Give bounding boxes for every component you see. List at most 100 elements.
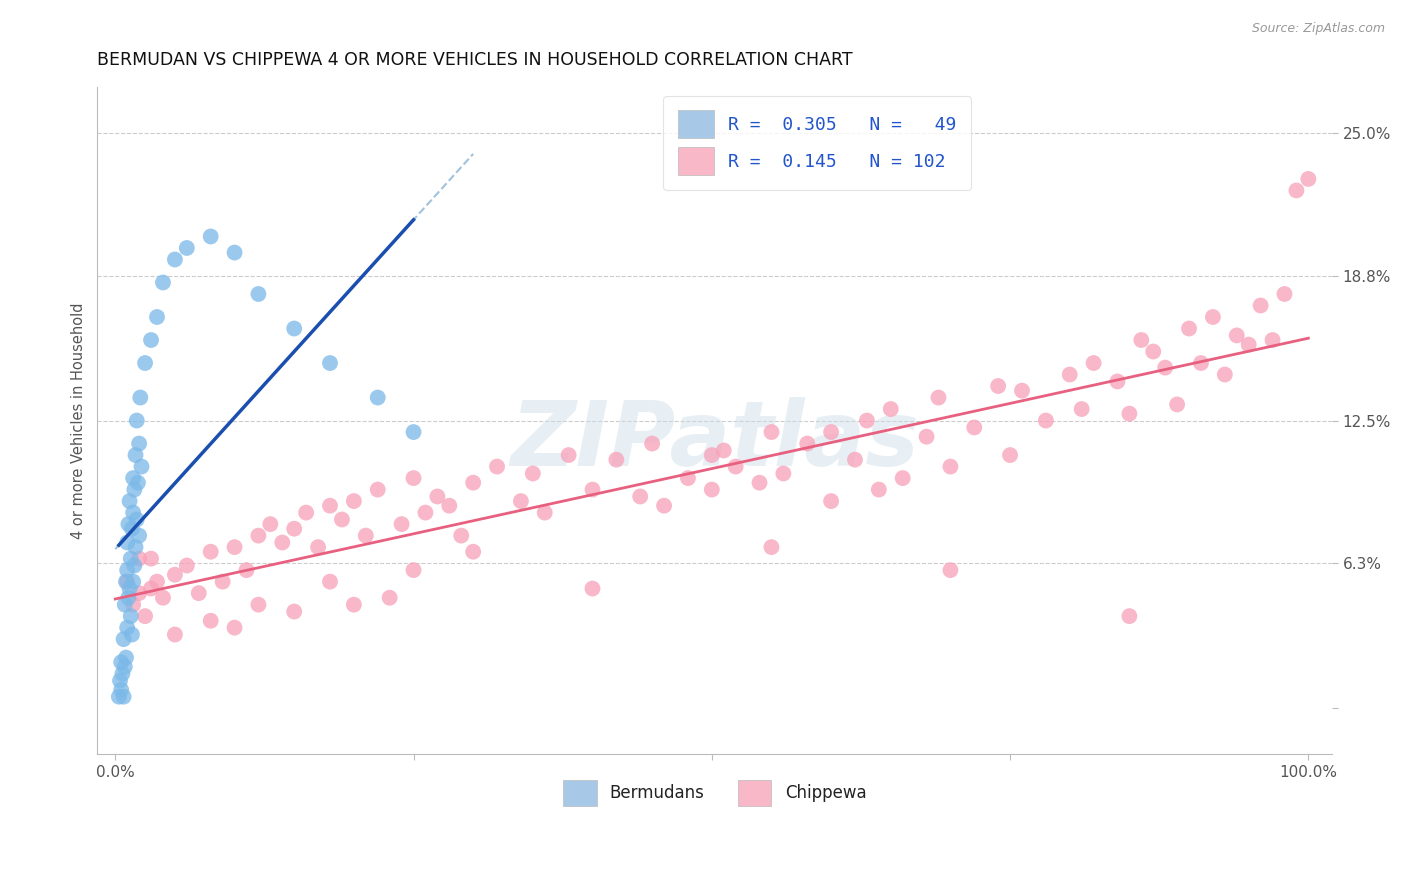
Point xyxy=(283,321,305,335)
Point xyxy=(1189,356,1212,370)
Point xyxy=(112,632,135,647)
Point xyxy=(939,563,962,577)
Point xyxy=(134,609,156,624)
Point xyxy=(533,506,555,520)
Text: Source: ZipAtlas.com: Source: ZipAtlas.com xyxy=(1251,22,1385,36)
Point xyxy=(880,402,903,417)
Point xyxy=(200,545,222,559)
Point xyxy=(115,535,138,549)
Point xyxy=(115,574,138,589)
Point xyxy=(211,574,233,589)
Point xyxy=(581,582,603,596)
Point xyxy=(700,448,723,462)
Text: BERMUDAN VS CHIPPEWA 4 OR MORE VEHICLES IN HOUSEHOLD CORRELATION CHART: BERMUDAN VS CHIPPEWA 4 OR MORE VEHICLES … xyxy=(97,51,853,69)
Point xyxy=(761,425,783,439)
Point xyxy=(1118,407,1140,421)
Point xyxy=(1298,172,1320,186)
Point xyxy=(891,471,914,485)
Point xyxy=(439,499,461,513)
Point xyxy=(761,540,783,554)
Point xyxy=(224,540,246,554)
Point xyxy=(115,621,138,635)
Point xyxy=(319,356,342,370)
Point xyxy=(557,448,579,462)
Point xyxy=(319,574,342,589)
Point xyxy=(509,494,531,508)
Point xyxy=(1107,375,1129,389)
Point xyxy=(402,471,425,485)
Point xyxy=(110,655,132,669)
Point xyxy=(120,609,142,624)
Point xyxy=(1213,368,1236,382)
Point xyxy=(402,425,425,439)
Point xyxy=(1059,368,1081,382)
Point xyxy=(283,522,305,536)
Point xyxy=(319,499,342,513)
Point xyxy=(187,586,209,600)
Point xyxy=(128,551,150,566)
Point xyxy=(1226,328,1249,343)
Point xyxy=(129,391,152,405)
Point xyxy=(1154,360,1177,375)
Point xyxy=(915,430,938,444)
Point xyxy=(125,413,148,427)
Point xyxy=(271,535,294,549)
Point xyxy=(641,436,664,450)
Point xyxy=(131,459,153,474)
Point xyxy=(463,475,485,490)
Point xyxy=(927,391,949,405)
Point xyxy=(367,483,389,497)
Point xyxy=(121,522,143,536)
Point xyxy=(486,459,509,474)
Point xyxy=(1166,397,1188,411)
Point xyxy=(163,627,186,641)
Point xyxy=(152,591,174,605)
Y-axis label: 4 or more Vehicles in Household: 4 or more Vehicles in Household xyxy=(72,302,86,539)
Point xyxy=(139,551,162,566)
Point xyxy=(127,475,149,490)
Point xyxy=(134,356,156,370)
Point xyxy=(796,436,818,450)
Point xyxy=(114,598,136,612)
Point xyxy=(200,229,222,244)
Point xyxy=(124,540,146,554)
Point xyxy=(963,420,986,434)
Point xyxy=(114,659,136,673)
Point xyxy=(343,598,366,612)
Point xyxy=(247,598,270,612)
Point xyxy=(415,506,437,520)
Point xyxy=(402,563,425,577)
Point xyxy=(1035,413,1057,427)
Point xyxy=(367,391,389,405)
Point xyxy=(128,528,150,542)
Point xyxy=(426,490,449,504)
Point xyxy=(120,551,142,566)
Point xyxy=(108,690,131,704)
Point xyxy=(247,528,270,542)
Point xyxy=(998,448,1021,462)
Point xyxy=(115,574,138,589)
Point xyxy=(605,452,627,467)
Point xyxy=(121,627,143,641)
Point xyxy=(163,252,186,267)
Point xyxy=(115,650,138,665)
Point xyxy=(1083,356,1105,370)
Point xyxy=(122,471,145,485)
Point xyxy=(235,563,257,577)
Point xyxy=(283,605,305,619)
Point xyxy=(820,425,842,439)
Point xyxy=(1274,287,1296,301)
Point xyxy=(139,582,162,596)
Point xyxy=(125,512,148,526)
Point xyxy=(820,494,842,508)
Point xyxy=(1142,344,1164,359)
Point xyxy=(146,310,169,324)
Legend: Bermudans, Chippewa: Bermudans, Chippewa xyxy=(557,773,873,813)
Point xyxy=(700,483,723,497)
Point xyxy=(200,614,222,628)
Point xyxy=(128,586,150,600)
Point xyxy=(259,517,281,532)
Point xyxy=(110,682,132,697)
Point xyxy=(724,459,747,474)
Point xyxy=(1285,184,1308,198)
